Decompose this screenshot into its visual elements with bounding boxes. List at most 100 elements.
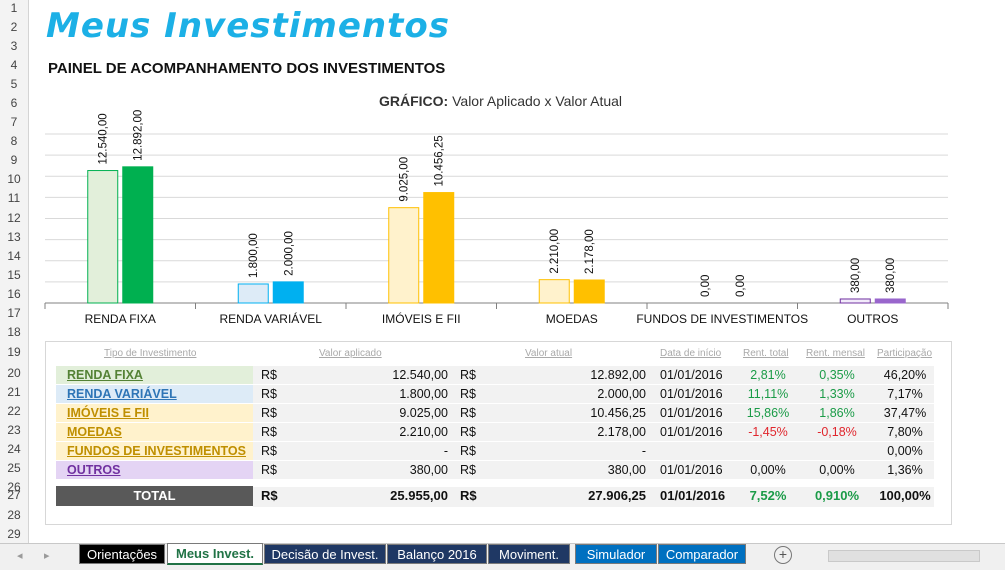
rent-mensal: 1,33%: [819, 387, 855, 401]
row-number[interactable]: 17: [7, 306, 21, 320]
rent-mensal: 0,35%: [819, 368, 855, 382]
row-number[interactable]: 22: [7, 404, 21, 418]
chart-title-rest: Valor Aplicado x Valor Atual: [448, 93, 623, 109]
data-label-applied: 2.210,00: [549, 229, 561, 274]
valor-aplicado: -: [443, 444, 448, 458]
rent-total: 15,86%: [746, 406, 790, 420]
tab-scroll-next-icon[interactable]: ▸: [44, 550, 50, 562]
participacao: 0,00%: [887, 444, 923, 458]
rent-total: 0,00%: [750, 463, 786, 477]
sheet-tab[interactable]: Balanço 2016: [387, 544, 487, 564]
row-number[interactable]: 7: [10, 115, 18, 129]
table-row-bg: [253, 423, 934, 441]
row-number[interactable]: 4: [10, 58, 18, 72]
data-inicio: 01/01/2016: [660, 425, 723, 439]
total-row-bg: [253, 487, 934, 507]
data-label-current: 380,00: [885, 258, 897, 293]
sheet-tab[interactable]: Decisão de Invest.: [264, 544, 386, 564]
row-number[interactable]: 20: [7, 366, 21, 380]
bar-current: [874, 298, 906, 304]
row-number[interactable]: 16: [7, 287, 21, 301]
data-inicio: 01/01/2016: [660, 406, 723, 420]
total-currency-aplicado: R$: [261, 488, 278, 503]
currency-atual: R$: [460, 406, 476, 420]
row-number[interactable]: 18: [7, 325, 21, 339]
row-number[interactable]: 28: [7, 508, 21, 522]
sheet-tab[interactable]: Moviment.: [488, 544, 570, 564]
bar-applied: [839, 298, 871, 304]
tab-scroll-prev-icon[interactable]: ◂: [17, 550, 23, 562]
type-link[interactable]: RENDA FIXA: [67, 368, 143, 382]
row-number[interactable]: 15: [7, 268, 21, 282]
sheet-tab[interactable]: Simulador: [575, 544, 657, 564]
horizontal-scrollbar[interactable]: [828, 550, 980, 562]
row-number[interactable]: 26: [7, 480, 21, 494]
rent-total: 2,81%: [750, 368, 786, 382]
currency-aplicado: R$: [261, 387, 277, 401]
row-number[interactable]: 3: [10, 39, 18, 53]
row-number[interactable]: 5: [10, 77, 18, 91]
chart-title: GRÁFICO: Valor Aplicado x Valor Atual: [379, 93, 622, 109]
row-number[interactable]: 19: [7, 345, 21, 359]
currency-aplicado: R$: [261, 406, 277, 420]
row-number[interactable]: 29: [7, 527, 21, 541]
row-number[interactable]: 6: [10, 96, 18, 110]
currency-atual: R$: [460, 387, 476, 401]
rent-mensal: -0,18%: [817, 425, 857, 439]
type-link[interactable]: MOEDAS: [67, 425, 122, 439]
row-number[interactable]: 14: [7, 249, 21, 263]
row-number[interactable]: 12: [7, 211, 21, 225]
header-tipo: Tipo de Investimento: [104, 348, 197, 359]
total-label: TOTAL: [56, 486, 253, 506]
data-label-applied: 0,00: [700, 275, 712, 297]
row-number[interactable]: 9: [10, 153, 18, 167]
category-label: MOEDAS: [546, 312, 598, 326]
data-inicio: 01/01/2016: [660, 463, 723, 477]
currency-aplicado: R$: [261, 368, 277, 382]
row-number[interactable]: 21: [7, 385, 21, 399]
currency-aplicado: R$: [261, 425, 277, 439]
type-link[interactable]: RENDA VARIÁVEL: [67, 387, 177, 401]
total-data: 01/01/2016: [660, 488, 726, 503]
dashboard-subtitle: PAINEL DE ACOMPANHAMENTO DOS INVESTIMENT…: [48, 60, 446, 77]
sheet-tab[interactable]: Meus Invest.: [167, 543, 263, 565]
data-label-current: 2.178,00: [584, 229, 596, 274]
type-link[interactable]: OUTROS: [67, 463, 121, 477]
data-label-current: 12.892,00: [133, 110, 145, 161]
data-label-applied: 12.540,00: [98, 113, 110, 164]
row-number[interactable]: 10: [7, 172, 21, 186]
currency-atual: R$: [460, 368, 476, 382]
row-number[interactable]: 11: [7, 191, 21, 205]
valor-atual: -: [641, 444, 646, 458]
investment-bar-chart[interactable]: 12.540,00 12.892,00 RENDA FIXA 1.800,00 2.00…: [0, 0, 1005, 340]
data-label-applied: 1.800,00: [248, 233, 260, 278]
header-data-inicio: Data de início: [660, 348, 722, 359]
add-sheet-icon[interactable]: +: [774, 546, 792, 564]
type-link[interactable]: FUNDOS DE INVESTIMENTOS: [67, 444, 246, 458]
data-label-current: 2.000,00: [283, 231, 295, 276]
row-number[interactable]: 13: [7, 230, 21, 244]
sheet-tab[interactable]: Orientações: [79, 544, 165, 564]
table-row-bg: [253, 442, 934, 460]
row-number[interactable]: 23: [7, 423, 21, 437]
row-number[interactable]: 2: [10, 20, 18, 34]
currency-atual: R$: [460, 444, 476, 458]
type-color-box: [56, 461, 253, 479]
row-number[interactable]: 24: [7, 442, 21, 456]
row-number[interactable]: 8: [10, 134, 18, 148]
sheet-tab[interactable]: Comparador: [658, 544, 746, 564]
row-number[interactable]: 1: [10, 1, 18, 15]
type-link[interactable]: IMÓVEIS E FII: [67, 406, 149, 420]
rent-mensal: 0,00%: [819, 463, 855, 477]
total-rent-total: 7,52%: [749, 488, 787, 503]
page-title: Meus Investimentos: [46, 6, 450, 46]
row-number[interactable]: 25: [7, 461, 21, 475]
data-label-current: 10.456,25: [434, 135, 446, 186]
data-inicio: 01/01/2016: [660, 368, 723, 382]
category-label: OUTROS: [847, 312, 898, 326]
header-rent-mensal: Rent. mensal: [806, 348, 865, 359]
row-header[interactable]: 1 2 3 4 5 6 7 8 9 10 11 12 13 14 15 16 17 18 19 20 21 22 23 24 2…: [0, 0, 29, 543]
row-number[interactable]: 27: [7, 488, 21, 502]
valor-atual: 2.000,00: [597, 387, 646, 401]
type-color-box: [56, 423, 253, 441]
